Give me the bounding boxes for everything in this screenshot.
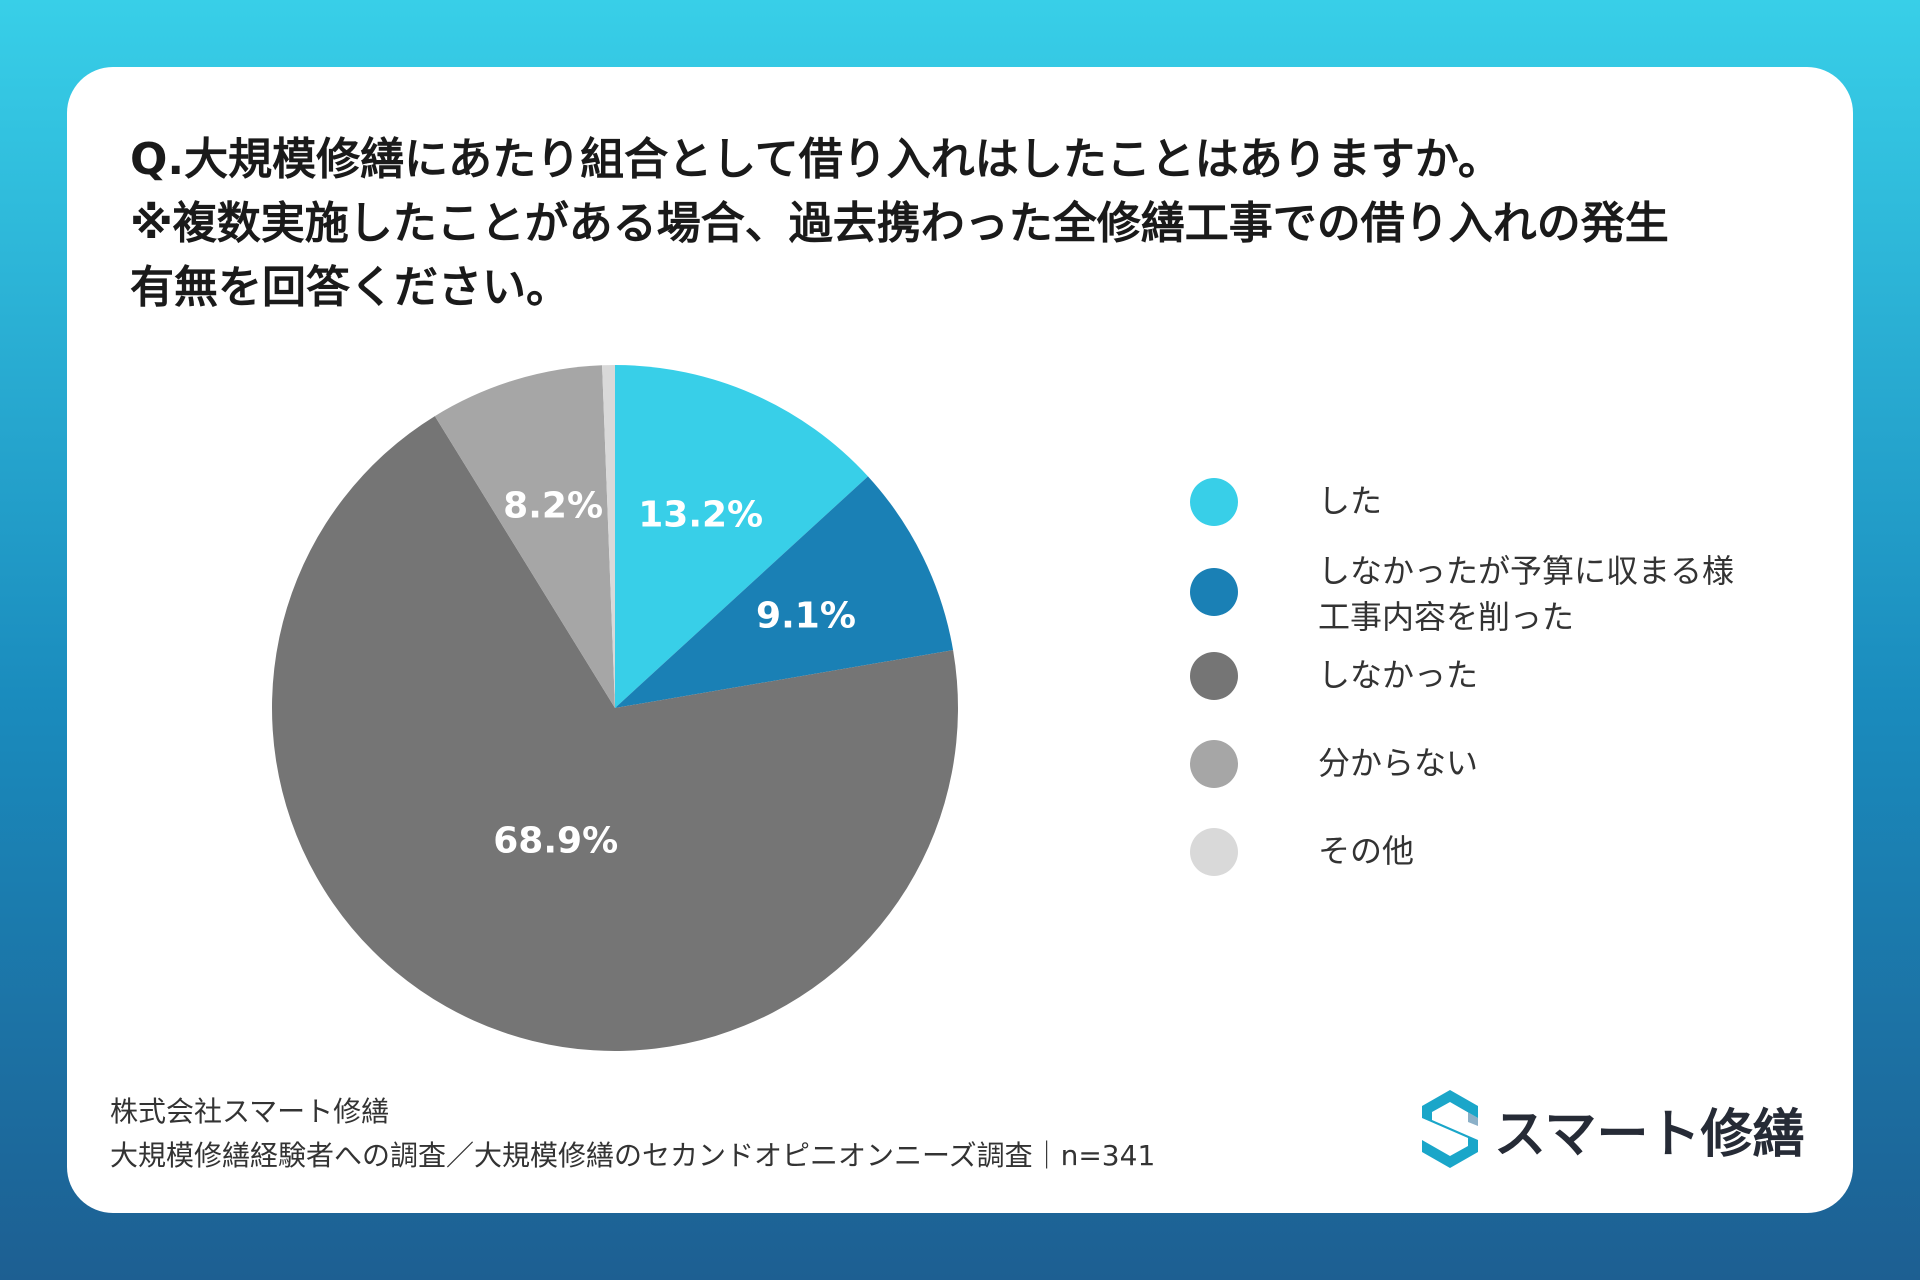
legend-label-4: その他 xyxy=(1318,832,1415,870)
legend-item-3: 分からない xyxy=(1190,740,1478,788)
legend-dot-3 xyxy=(1190,740,1238,788)
legend-dot-1 xyxy=(1190,568,1238,616)
legend-item-4: その他 xyxy=(1190,828,1414,876)
pie-label-2: 68.9% xyxy=(493,820,618,861)
pie-slice-3 xyxy=(434,365,615,708)
pie-slice-2 xyxy=(272,416,959,1051)
title-line-1: Q.大規模修繕にあたり組合として借り入れはしたことはありますか。 xyxy=(130,134,1502,185)
legend-dot-2 xyxy=(1190,652,1238,700)
legend-label-0: した xyxy=(1318,482,1383,520)
legend-label-3: 分からない xyxy=(1318,744,1479,782)
s-logo-icon xyxy=(1422,1090,1478,1168)
footer: 株式会社スマート修繕 大規模修繕経験者への調査／大規模修繕のセカンドオピニオンニ… xyxy=(110,1090,1155,1178)
title-line-2: ※複数実施したことがある場合、過去携わった全修繕工事での借り入れの発生 xyxy=(130,198,1669,249)
pie-slice-1 xyxy=(615,476,954,708)
pie-label-0: 13.2% xyxy=(638,494,763,535)
legend-label-2: しなかった xyxy=(1318,656,1479,694)
legend-label-1: しなかったが予算に収まる様 工事内容を削った xyxy=(1318,552,1735,636)
pie-label-1: 9.1% xyxy=(756,595,856,636)
footer-company: 株式会社スマート修繕 xyxy=(110,1095,390,1128)
logo-text: スマート修繕 xyxy=(1494,1104,1805,1165)
title-line-3: 有無を回答ください。 xyxy=(130,262,570,313)
brand-logo: スマート修繕 xyxy=(1418,1088,1804,1170)
legend-item-0: した xyxy=(1190,478,1382,526)
legend-item-2: しなかった xyxy=(1190,652,1478,700)
legend-item-1: しなかったが予算に収まる様 工事内容を削った xyxy=(1190,548,1734,640)
pie-chart: 13.2% 9.1% 68.9% 8.2% xyxy=(272,365,959,1051)
pie-label-3: 8.2% xyxy=(503,486,603,527)
legend-dot-4 xyxy=(1190,828,1238,876)
footer-survey: 大規模修繕経験者への調査／大規模修繕のセカンドオピニオンニーズ調査｜n=341 xyxy=(110,1139,1156,1172)
pie-slice-0 xyxy=(615,365,868,708)
legend-dot-0 xyxy=(1190,478,1238,526)
pie-slice-4 xyxy=(602,365,615,708)
question-title: Q.大規模修繕にあたり組合として借り入れはしたことはありますか。 ※複数実施した… xyxy=(130,128,1790,320)
